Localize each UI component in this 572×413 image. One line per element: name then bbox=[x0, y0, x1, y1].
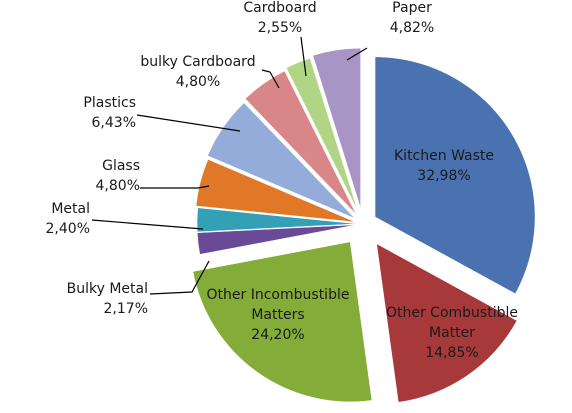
pie-slice-bulky-metal bbox=[196, 224, 358, 255]
data-label-paper: Paper 4,82% bbox=[390, 0, 434, 36]
pie-slice-other-incombustible-matters bbox=[192, 241, 373, 403]
data-label-glass: Glass 4,80% bbox=[96, 158, 140, 194]
pie-slice-plastics bbox=[207, 102, 355, 219]
data-label-other-combustible-matter: Other Combustible Matter 14,85% bbox=[386, 305, 518, 361]
data-label-metal: Metal 2,40% bbox=[46, 201, 90, 237]
leader-line-plastics bbox=[136, 114, 241, 132]
pie-slice-glass bbox=[195, 159, 356, 223]
leader-line-paper bbox=[346, 47, 368, 61]
data-label-bulky-cardboard: bulky Cardboard 4,80% bbox=[140, 54, 255, 90]
data-label-kitchen-waste: Kitchen Waste 32,98% bbox=[394, 148, 494, 184]
pie-slice-other-combustible-matter bbox=[376, 243, 518, 403]
leader-line-bulky-metal bbox=[149, 260, 210, 295]
pie-slice-cardboard bbox=[285, 57, 359, 212]
pie-slice-metal bbox=[196, 207, 358, 233]
pie-slice-kitchen-waste bbox=[374, 56, 536, 295]
pie-slice-paper bbox=[312, 47, 361, 209]
slice-labels: Kitchen Waste 32,98% Other Combustible Matt… bbox=[46, 0, 518, 361]
data-label-other-incombustible-matters: Other Incombustible Matters 24,20% bbox=[207, 287, 350, 343]
data-label-cardboard: Cardboard 2,55% bbox=[243, 0, 316, 36]
leader-line-cardboard bbox=[300, 36, 307, 77]
data-label-plastics: Plastics 6,43% bbox=[83, 95, 136, 131]
pie-slice-bulky-cardboard bbox=[244, 70, 357, 215]
leader-line-bulky-cardboard bbox=[261, 69, 280, 89]
pie-slices bbox=[192, 47, 536, 403]
data-label-bulky-metal: Bulky Metal 2,17% bbox=[67, 281, 148, 317]
leader-line-metal bbox=[91, 219, 204, 230]
leader-line-glass bbox=[140, 185, 210, 189]
leader-lines bbox=[91, 36, 368, 295]
